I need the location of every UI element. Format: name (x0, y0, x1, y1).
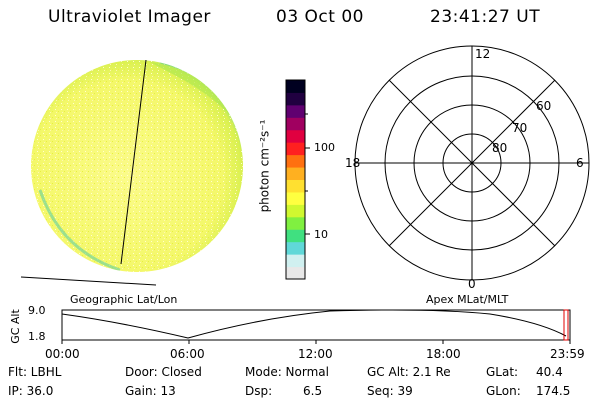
colorbar-tick-100: 100 (314, 141, 335, 154)
altitude-ylabel: GC Alt (8, 309, 22, 344)
altitude-ytick-9: 9.0 (28, 304, 46, 317)
status-door: Door: Closed (125, 365, 202, 379)
status-gc-alt: GC Alt: 2.1 Re (367, 365, 451, 379)
time-tick-0000: 00:00 (45, 347, 80, 361)
colorbar-cell (286, 129, 305, 143)
time-tick-1200: 12:00 (298, 347, 333, 361)
colorbar-cell (286, 191, 305, 205)
altitude-plot (61, 309, 571, 344)
colorbar-cell (286, 179, 305, 193)
color-bar (285, 79, 310, 280)
meridian-line (120, 59, 147, 265)
colorbar-cell (286, 216, 305, 230)
colorbar-cell (286, 154, 305, 168)
altitude-ytick-1-8: 1.8 (28, 330, 46, 343)
time-tick-2359: 23:59 (550, 347, 585, 361)
colorbar-cell (286, 254, 305, 268)
status-glon-value: 174.5 (536, 384, 571, 398)
polar-grid (354, 45, 590, 281)
status-seq: Seq: 39 (367, 384, 413, 398)
mlt-label-18: 18 (345, 156, 361, 170)
status-dsp-label: Dsp: (245, 384, 273, 398)
status-glon-label: GLon: (486, 384, 521, 398)
lat-label-60: 60 (536, 99, 552, 113)
instrument-title: Ultraviolet Imager (48, 7, 211, 27)
time-tick-1800: 18:00 (426, 347, 461, 361)
mlt-label-0: 0 (468, 277, 476, 291)
status-dsp-value: 6.5 (303, 384, 323, 398)
status-glat-label: GLat: (486, 365, 519, 379)
status-mode: Mode: Normal (245, 365, 329, 379)
observation-time: 23:41:27 UT (430, 7, 541, 27)
colorbar-cell (286, 104, 305, 118)
lat-label-80: 80 (492, 141, 508, 155)
mlt-label-12: 12 (475, 47, 491, 61)
colorbar-cell (286, 204, 305, 218)
status-ip: IP: 36.0 (8, 384, 54, 398)
uv-earth-disk (31, 60, 243, 272)
current-time-marker (563, 309, 569, 341)
apex-projection-label: Apex MLat/MLT (426, 293, 509, 306)
colorbar-tick-10: 10 (314, 228, 328, 241)
colorbar-cell (286, 229, 305, 243)
colorbar-unit-label: photon cm⁻²s⁻¹ (257, 119, 272, 213)
colorbar-cell (286, 117, 305, 131)
observation-date: 03 Oct 00 (276, 7, 364, 27)
lat-label-70: 70 (512, 121, 528, 135)
time-tick-0600: 06:00 (170, 347, 205, 361)
colorbar-cell (286, 92, 305, 106)
geographic-projection-label: Geographic Lat/Lon (70, 293, 178, 306)
status-filter: Flt: LBHL (8, 365, 62, 379)
colorbar-cell (286, 167, 305, 180)
colorbar-cell (286, 142, 305, 156)
status-gain: Gain: 13 (125, 384, 176, 398)
horizon-line (20, 276, 157, 286)
colorbar-cell (286, 241, 305, 255)
mlt-label-6: 6 (576, 156, 584, 170)
colorbar-cell (286, 266, 305, 280)
status-glat-value: 40.4 (536, 365, 563, 379)
colorbar-cell (286, 80, 305, 93)
